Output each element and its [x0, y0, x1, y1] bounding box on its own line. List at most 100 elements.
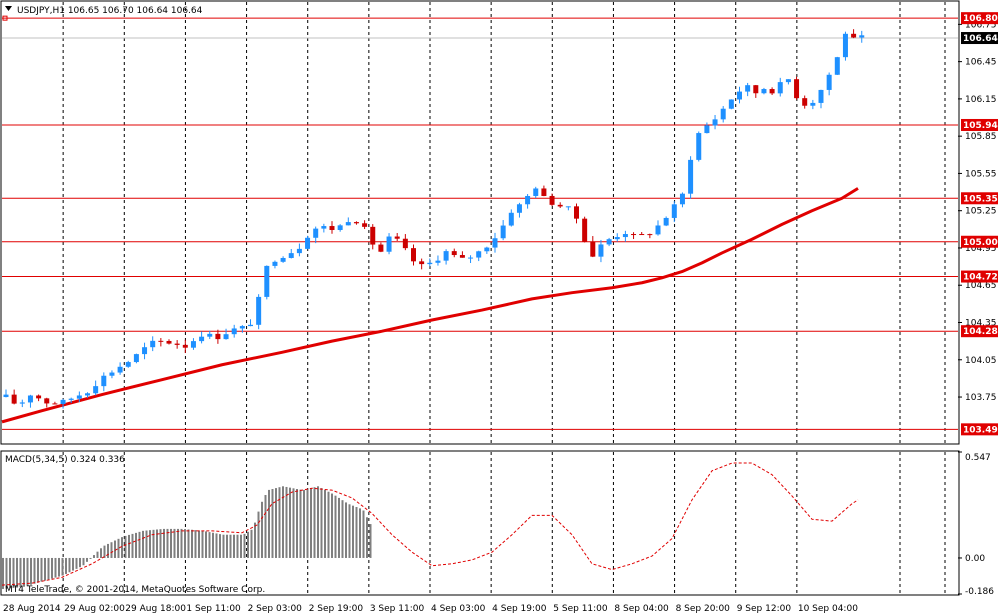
macd-bar	[177, 528, 179, 558]
macd-tick-label: 0.00	[965, 554, 985, 564]
macd-bar	[173, 528, 176, 558]
macd-bar	[131, 533, 134, 558]
macd-bar	[341, 500, 344, 558]
candle-body	[411, 248, 416, 262]
macd-bar	[110, 542, 113, 558]
macd-bar	[89, 557, 92, 559]
candle-body	[590, 241, 596, 257]
candle-body	[296, 248, 302, 254]
candle-body	[378, 244, 384, 252]
candle-body	[150, 340, 156, 348]
macd-bar	[345, 502, 347, 558]
macd-bar	[26, 557, 29, 586]
macd-bar	[268, 489, 270, 558]
macd-signal-layer	[1, 462, 859, 586]
macd-bar	[205, 531, 207, 558]
candle-body	[370, 226, 376, 245]
price-chart-pane[interactable]: 106.75 106.45 106.15 105.85 105.55 105.25 104.…	[0, 0, 998, 445]
macd-bar	[166, 528, 169, 558]
candle-body	[688, 159, 694, 194]
candle-body	[427, 262, 433, 265]
candle-body	[582, 218, 588, 242]
candle-body	[19, 402, 25, 404]
macd-pane-frame	[0, 450, 960, 596]
candle-body	[239, 326, 245, 329]
time-tick-label: 8 Sep 04:00	[614, 604, 669, 614]
macd-bar	[37, 557, 39, 583]
macd-bar	[271, 489, 274, 558]
macd-bar	[68, 557, 71, 573]
candle-body	[60, 399, 66, 404]
macd-bar	[61, 557, 64, 576]
price-tick-label: 104.05	[965, 356, 997, 366]
candle-body	[345, 222, 351, 226]
price-axis: 106.75 106.45 106.15 105.85 105.55 105.25 104.…	[958, 20, 997, 403]
macd-bar	[201, 530, 204, 558]
candle-body	[794, 79, 800, 99]
candle-body	[44, 398, 50, 404]
level-badge	[961, 118, 998, 131]
macd-bar	[100, 548, 102, 558]
macd-bar	[142, 530, 144, 558]
triangle-down-icon[interactable]	[5, 6, 12, 11]
macd-bar	[30, 557, 32, 585]
time-tick-label: 28 Aug 2014	[3, 604, 61, 614]
candle-body	[769, 89, 775, 94]
candle-body	[142, 347, 148, 355]
time-tick-label: 2 Sep 19:00	[309, 604, 364, 614]
macd-bar	[334, 495, 337, 558]
macd-bar	[366, 517, 368, 558]
macd-bar	[194, 530, 197, 558]
candle-body	[549, 195, 555, 205]
macd-bar	[96, 551, 99, 558]
candle-body	[256, 296, 262, 325]
candle-body	[215, 333, 221, 340]
time-tick-label: 3 Sep 11:00	[370, 604, 425, 614]
candle-body	[459, 255, 465, 258]
candle-body	[272, 261, 278, 266]
macd-bar	[303, 489, 305, 558]
candlestick-series	[3, 29, 865, 409]
level-badge	[961, 192, 998, 205]
candle-body	[516, 204, 522, 213]
candle-body	[851, 33, 857, 38]
macd-bar	[247, 531, 249, 558]
candle-body	[329, 226, 335, 230]
macd-bar	[40, 557, 43, 582]
macd-bar	[82, 557, 85, 566]
macd-bar	[229, 534, 232, 558]
macd-bar	[369, 524, 372, 558]
price-tick-label: 104.35	[965, 319, 997, 329]
macd-pane[interactable]: 0.547 0.00 -0.186 MACD(5,34,5) 0.324 0.336…	[0, 450, 994, 597]
candle-body	[720, 108, 726, 120]
candle-body	[802, 98, 808, 106]
macd-bar	[212, 532, 214, 558]
macd-bar	[219, 534, 221, 558]
macd-bar	[152, 529, 155, 558]
macd-bar	[261, 501, 263, 558]
candle-body	[419, 261, 425, 265]
candle-body	[443, 251, 449, 261]
macd-bar	[289, 487, 291, 558]
candle-body	[598, 244, 604, 257]
macd-bar	[9, 557, 11, 589]
macd-bar	[86, 557, 88, 562]
time-tick-label: 1 Sep 11:00	[186, 604, 241, 614]
macd-bar	[317, 486, 319, 558]
candle-body	[663, 217, 669, 226]
candle-body	[76, 395, 82, 399]
candle-body	[174, 343, 180, 345]
candle-body	[52, 403, 58, 405]
candle-body	[27, 395, 33, 403]
candle-body	[435, 260, 441, 263]
level-badge	[961, 12, 998, 25]
macd-bar	[5, 557, 8, 589]
price-tick-label: 105.25	[965, 207, 997, 217]
candle-body	[68, 398, 74, 400]
candle-body	[36, 395, 42, 399]
time-tick-label: 4 Sep 03:00	[431, 604, 486, 614]
time-tick-label: 29 Aug 18:00	[125, 604, 186, 614]
macd-bar	[362, 510, 365, 558]
level-badge	[961, 270, 998, 283]
